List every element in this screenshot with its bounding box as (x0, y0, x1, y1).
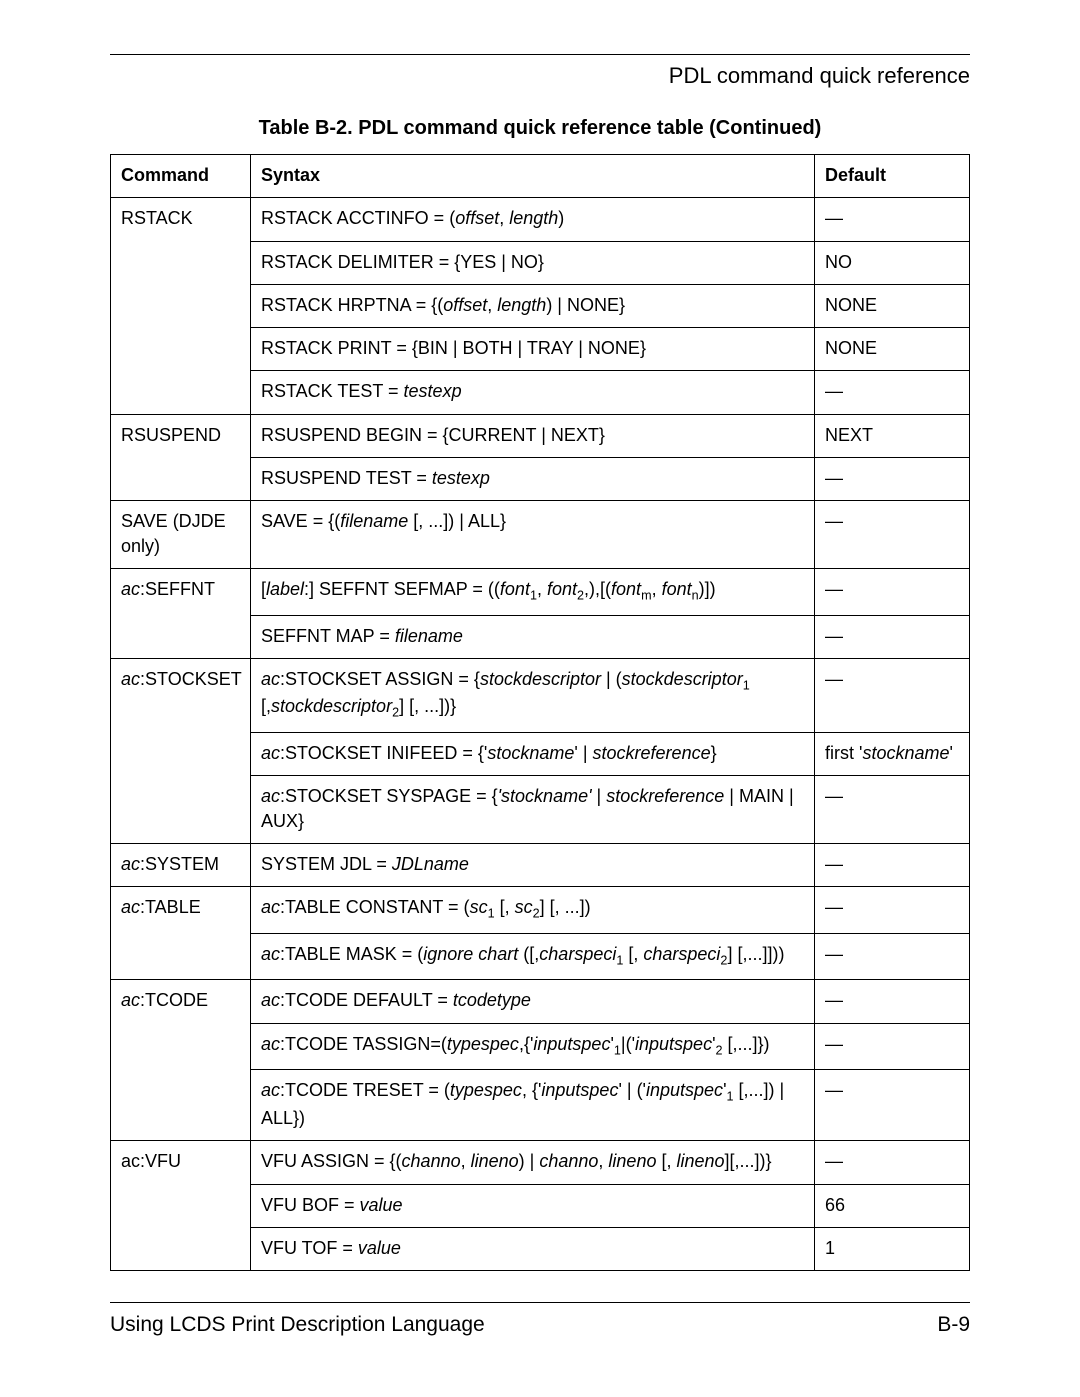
cell-syntax: ac:TCODE DEFAULT = tcodetype (251, 980, 815, 1023)
cell-syntax: SAVE = {(filename [, ...]) | ALL} (251, 501, 815, 569)
page-number: B-9 (937, 1313, 970, 1337)
reference-table: Command Syntax Default RSTACKRSTACK ACCT… (110, 154, 970, 1271)
cell-command: ac:SEFFNT (111, 568, 251, 658)
cell-default: — (815, 887, 970, 934)
cell-default: first 'stockname' (815, 733, 970, 776)
cell-syntax: SEFFNT MAP = filename (251, 615, 815, 658)
cell-default: NEXT (815, 414, 970, 457)
cell-syntax: ac:TCODE TASSIGN=(typespec,{'inputspec'1… (251, 1023, 815, 1070)
cell-default: — (815, 1141, 970, 1184)
cell-syntax: ac:TABLE MASK = (ignore chart ([,charspe… (251, 933, 815, 980)
table-caption: Table B-2. PDL command quick reference t… (110, 117, 970, 140)
table-row: ac:TABLEac:TABLE CONSTANT = (sc1 [, sc2]… (111, 887, 970, 934)
cell-default: — (815, 980, 970, 1023)
table-row: RSTACKRSTACK ACCTINFO = (offset, length)… (111, 198, 970, 241)
table-row: RSUSPENDRSUSPEND BEGIN = {CURRENT | NEXT… (111, 414, 970, 457)
book-title: Using LCDS Print Description Language (110, 1313, 485, 1337)
col-command: Command (111, 155, 251, 198)
cell-command: RSUSPEND (111, 414, 251, 501)
cell-syntax: RSUSPEND BEGIN = {CURRENT | NEXT} (251, 414, 815, 457)
table-row: ac:SYSTEMSYSTEM JDL = JDLname— (111, 843, 970, 886)
cell-default: NO (815, 241, 970, 284)
cell-syntax: RSTACK TEST = testexp (251, 371, 815, 414)
cell-command: ac:VFU (111, 1141, 251, 1271)
cell-default: 1 (815, 1227, 970, 1270)
cell-command: ac:SYSTEM (111, 843, 251, 886)
footer-rule (110, 1302, 970, 1303)
cell-syntax: RSTACK ACCTINFO = (offset, length) (251, 198, 815, 241)
cell-command: ac:TCODE (111, 980, 251, 1141)
cell-default: — (815, 198, 970, 241)
cell-syntax: ac:TABLE CONSTANT = (sc1 [, sc2] [, ...]… (251, 887, 815, 934)
page-footer: Using LCDS Print Description Language B-… (110, 1302, 970, 1337)
section-title: PDL command quick reference (110, 55, 970, 117)
cell-syntax: RSTACK PRINT = {BIN | BOTH | TRAY | NONE… (251, 328, 815, 371)
cell-default: — (815, 776, 970, 844)
cell-default: NONE (815, 328, 970, 371)
cell-syntax: ac:STOCKSET ASSIGN = {stockdescriptor | … (251, 658, 815, 732)
table-row: ac:STOCKSETac:STOCKSET ASSIGN = {stockde… (111, 658, 970, 732)
page: PDL command quick reference Table B-2. P… (0, 0, 1080, 1397)
table-row: ac:SEFFNT[label:] SEFFNT SEFMAP = ((font… (111, 568, 970, 615)
cell-default: — (815, 1023, 970, 1070)
cell-syntax: ac:STOCKSET INIFEED = {'stockname' | sto… (251, 733, 815, 776)
cell-default: — (815, 615, 970, 658)
cell-syntax: VFU BOF = value (251, 1184, 815, 1227)
cell-default: — (815, 501, 970, 569)
table-header-row: Command Syntax Default (111, 155, 970, 198)
cell-default: — (815, 843, 970, 886)
cell-syntax: RSTACK DELIMITER = {YES | NO} (251, 241, 815, 284)
col-syntax: Syntax (251, 155, 815, 198)
cell-syntax: VFU ASSIGN = {(channo, lineno) | channo,… (251, 1141, 815, 1184)
table-row: ac:TCODEac:TCODE DEFAULT = tcodetype— (111, 980, 970, 1023)
table-row: ac:VFUVFU ASSIGN = {(channo, lineno) | c… (111, 1141, 970, 1184)
cell-default: NONE (815, 284, 970, 327)
cell-default: — (815, 933, 970, 980)
cell-syntax: RSTACK HRPTNA = {(offset, length) | NONE… (251, 284, 815, 327)
cell-syntax: SYSTEM JDL = JDLname (251, 843, 815, 886)
table-body: RSTACKRSTACK ACCTINFO = (offset, length)… (111, 198, 970, 1271)
cell-syntax: [label:] SEFFNT SEFMAP = ((font1, font2,… (251, 568, 815, 615)
cell-default: — (815, 458, 970, 501)
cell-default: — (815, 658, 970, 732)
cell-command: ac:STOCKSET (111, 658, 251, 843)
cell-command: ac:TABLE (111, 887, 251, 980)
cell-default: 66 (815, 1184, 970, 1227)
col-default: Default (815, 155, 970, 198)
cell-syntax: RSUSPEND TEST = testexp (251, 458, 815, 501)
cell-default: — (815, 1070, 970, 1141)
cell-command: SAVE (DJDE only) (111, 501, 251, 569)
cell-command: RSTACK (111, 198, 251, 414)
cell-default: — (815, 568, 970, 615)
table-row: SAVE (DJDE only)SAVE = {(filename [, ...… (111, 501, 970, 569)
cell-default: — (815, 371, 970, 414)
cell-syntax: ac:TCODE TRESET = (typespec, {'inputspec… (251, 1070, 815, 1141)
cell-syntax: ac:STOCKSET SYSPAGE = {'stockname' | sto… (251, 776, 815, 844)
cell-syntax: VFU TOF = value (251, 1227, 815, 1270)
